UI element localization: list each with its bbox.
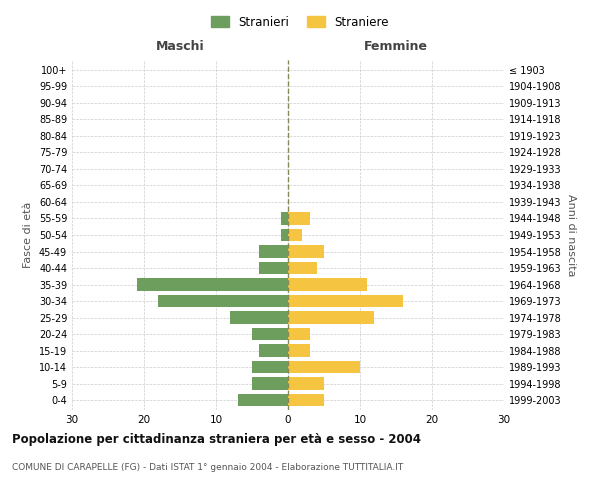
Bar — [288, 246, 324, 258]
Bar — [158, 295, 288, 307]
Bar — [252, 328, 288, 340]
Bar — [288, 295, 403, 307]
Bar — [259, 344, 288, 357]
Bar — [288, 278, 367, 290]
Bar — [288, 378, 324, 390]
Text: Maschi: Maschi — [155, 40, 205, 54]
Bar — [230, 312, 288, 324]
Bar — [288, 361, 360, 374]
Bar — [238, 394, 288, 406]
Legend: Stranieri, Straniere: Stranieri, Straniere — [206, 11, 394, 34]
Bar — [288, 229, 302, 241]
Bar — [288, 212, 310, 224]
Bar — [288, 344, 310, 357]
Text: Femmine: Femmine — [364, 40, 428, 54]
Bar — [281, 212, 288, 224]
Bar — [288, 262, 317, 274]
Bar — [281, 229, 288, 241]
Y-axis label: Fasce di età: Fasce di età — [23, 202, 33, 268]
Bar — [137, 278, 288, 290]
Y-axis label: Anni di nascita: Anni di nascita — [566, 194, 575, 276]
Bar — [288, 394, 324, 406]
Text: Popolazione per cittadinanza straniera per età e sesso - 2004: Popolazione per cittadinanza straniera p… — [12, 432, 421, 446]
Bar — [288, 328, 310, 340]
Bar — [259, 262, 288, 274]
Bar — [252, 378, 288, 390]
Bar — [252, 361, 288, 374]
Text: COMUNE DI CARAPELLE (FG) - Dati ISTAT 1° gennaio 2004 - Elaborazione TUTTITALIA.: COMUNE DI CARAPELLE (FG) - Dati ISTAT 1°… — [12, 462, 403, 471]
Bar — [288, 312, 374, 324]
Bar — [259, 246, 288, 258]
